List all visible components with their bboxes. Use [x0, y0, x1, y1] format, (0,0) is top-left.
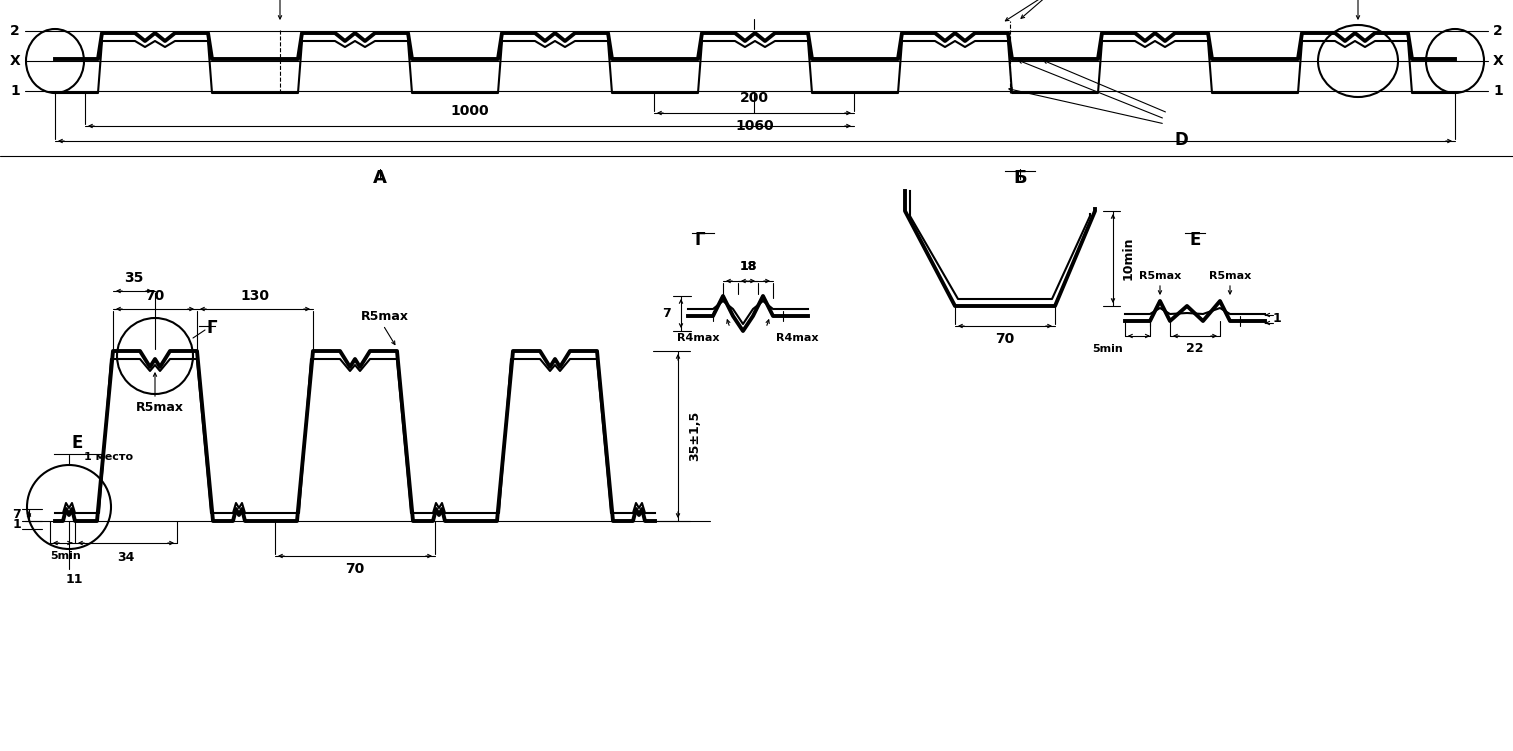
Text: 70: 70 — [345, 562, 365, 576]
Text: 7: 7 — [663, 307, 670, 320]
Text: 2: 2 — [1493, 24, 1502, 38]
Text: R5max: R5max — [1139, 271, 1182, 281]
Text: R5max: R5max — [1209, 271, 1251, 281]
Text: 10min: 10min — [1123, 237, 1135, 280]
Text: 1 место: 1 место — [85, 452, 133, 462]
Text: 7: 7 — [12, 508, 21, 521]
Text: А: А — [374, 169, 387, 187]
Text: 1: 1 — [1493, 84, 1502, 98]
Text: Г: Г — [207, 319, 218, 337]
Text: Е: Е — [1189, 231, 1201, 249]
Text: 1: 1 — [11, 84, 20, 98]
Text: 130: 130 — [241, 289, 269, 303]
Text: R4max: R4max — [776, 333, 819, 343]
Text: 70: 70 — [145, 289, 165, 303]
Text: R4max: R4max — [678, 333, 720, 343]
Text: 22: 22 — [1186, 342, 1204, 355]
Text: Х: Х — [1493, 54, 1504, 68]
Text: 1: 1 — [1272, 312, 1282, 324]
Text: Г: Г — [694, 231, 705, 249]
Text: 1: 1 — [12, 518, 21, 532]
Text: Х: Х — [9, 54, 20, 68]
Text: 35±1,5: 35±1,5 — [688, 411, 701, 461]
Text: 200: 200 — [740, 91, 769, 105]
Text: 5min: 5min — [1092, 344, 1123, 354]
Text: 5min: 5min — [50, 551, 80, 561]
Text: 1060: 1060 — [735, 119, 775, 133]
Text: Е: Е — [71, 434, 83, 452]
Text: R5max: R5max — [362, 310, 409, 323]
Text: 18: 18 — [740, 260, 756, 273]
Text: R5max: R5max — [136, 401, 185, 414]
Text: 1000: 1000 — [451, 104, 489, 118]
Text: 70: 70 — [996, 332, 1015, 346]
Text: D: D — [1176, 131, 1189, 149]
Text: 34: 34 — [118, 551, 135, 564]
Text: 2: 2 — [11, 24, 20, 38]
Text: Б: Б — [1014, 169, 1027, 187]
Text: 11: 11 — [65, 573, 83, 586]
Text: 18: 18 — [740, 260, 756, 273]
Text: 35: 35 — [124, 271, 144, 285]
